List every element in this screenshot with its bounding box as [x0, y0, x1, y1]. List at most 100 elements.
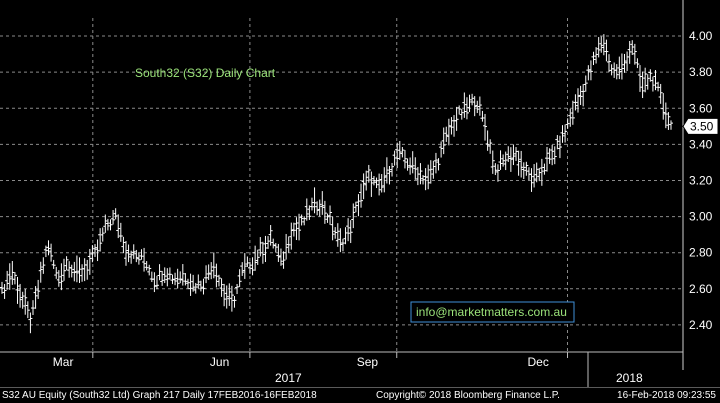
month-label: Jun [210, 355, 229, 369]
ohlc-bar [433, 152, 438, 174]
ohlc-bar [118, 222, 123, 242]
ohlc-bar [173, 272, 178, 286]
ohlc-bar [346, 218, 351, 242]
ohlc-bar [317, 199, 322, 217]
ohlc-bar [175, 268, 180, 289]
ohlc-bar [286, 236, 291, 253]
ohlc-bar [245, 256, 250, 267]
ohlc-bar [266, 236, 271, 249]
footer-bar: S32 AU Equity (South32 Ltd) Graph 217 Da… [0, 387, 720, 403]
ohlc-bar [5, 270, 10, 290]
ohlc-bar [273, 242, 278, 253]
ohlc-bar [312, 187, 317, 214]
footer-timestamp: 16-Feb-2018 09:23:55 [617, 390, 716, 401]
ohlc-bar [28, 312, 33, 334]
ohlc-bar [650, 76, 655, 92]
ohlc-bar [656, 81, 661, 92]
ohlc-bar [640, 71, 645, 99]
ohlc-bar [333, 227, 338, 239]
ohlc-bar [338, 228, 343, 253]
ohlc-bar [302, 216, 307, 226]
ohlc-bar [142, 247, 147, 272]
ohlc-bar [196, 274, 201, 289]
ohlc-bar [449, 117, 454, 135]
ohlc-bar [353, 201, 358, 213]
ohlc-bar [382, 167, 387, 193]
ohlc-bar [77, 257, 82, 284]
ohlc-bar [144, 261, 149, 271]
ohlc-bar [464, 97, 469, 120]
ohlc-bar [397, 140, 402, 160]
ohlc-bar [111, 210, 116, 225]
ohlc-bar [271, 238, 276, 249]
ohlc-bar [542, 163, 547, 175]
ohlc-bar [193, 282, 198, 294]
ohlc-bar [369, 171, 374, 197]
ohlc-bar [632, 43, 637, 65]
ohlc-bar [299, 214, 304, 226]
ohlc-bar [643, 67, 648, 93]
ohlc-bar [426, 164, 431, 190]
ohlc-bar [519, 150, 524, 178]
ohlc-bar [653, 70, 658, 91]
ohlc-bar [18, 283, 23, 308]
ohlc-bar [444, 126, 449, 142]
ohlc-bar [74, 255, 79, 283]
ohlc-bar [123, 241, 128, 266]
last-price-label: 3.50 [690, 119, 714, 133]
ohlc-bar [565, 118, 570, 129]
ohlc-bar [423, 168, 428, 191]
ohlc-bar [320, 191, 325, 215]
ohlc-bar [136, 252, 141, 265]
ohlc-bar [392, 150, 397, 166]
ohlc-bar [2, 283, 7, 299]
ohlc-bar [289, 222, 294, 250]
ohlc-bar [526, 167, 531, 181]
ohlc-bar [609, 64, 614, 76]
chart-title: South32 (S32) Daily Chart [135, 66, 276, 80]
ohlc-bar [232, 295, 237, 308]
ohlc-bar [170, 274, 175, 285]
y-tick-label: 4.00 [689, 29, 713, 43]
ohlc-bar [573, 94, 578, 111]
ohlc-bar [498, 150, 503, 170]
ohlc-bar [493, 163, 498, 176]
ohlc-bar [322, 200, 327, 224]
ohlc-bar [15, 276, 20, 304]
footer-security-info: S32 AU Equity (South32 Ltd) Graph 217 Da… [2, 390, 317, 401]
y-tick-label: 2.40 [689, 318, 713, 332]
ohlc-bar [36, 279, 41, 299]
ohlc-bar [328, 205, 333, 225]
ohlc-bar [227, 283, 232, 306]
ohlc-bar [95, 239, 100, 262]
ohlc-bar [645, 74, 650, 90]
ohlc-bar [452, 115, 457, 137]
ohlc-bar [188, 273, 193, 296]
ohlc-bar [7, 263, 12, 290]
ohlc-bar [224, 285, 229, 309]
ohlc-bar [139, 249, 144, 260]
ohlc-bar [250, 257, 255, 276]
ohlc-bar [557, 135, 562, 159]
ohlc-bar [129, 250, 134, 264]
ohlc-bar [529, 168, 534, 192]
ohlc-bar [41, 257, 46, 274]
ohlc-bar [25, 301, 30, 319]
ohlc-bar [64, 256, 69, 271]
ohlc-bar [514, 147, 519, 161]
ohlc-bar [635, 58, 640, 69]
ohlc-bar [348, 220, 353, 244]
ohlc-bar [307, 205, 312, 220]
ohlc-bar [131, 244, 136, 259]
ohlc-bar [126, 244, 131, 263]
ohlc-bar [364, 170, 369, 191]
ohlc-bar [204, 265, 209, 284]
ohlc-bar [405, 158, 410, 171]
ohlc-bar [157, 264, 162, 281]
ohlc-bar [410, 151, 415, 174]
ohlc-bar [625, 51, 630, 72]
ohlc-bar [547, 148, 552, 164]
ohlc-bar [268, 225, 273, 246]
ohlc-bar [607, 54, 612, 73]
ohlc-bar [23, 288, 28, 315]
